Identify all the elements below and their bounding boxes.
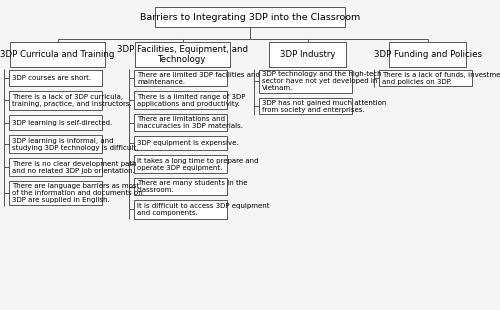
Text: It is difficult to access 3DP equipment
and components.: It is difficult to access 3DP equipment … bbox=[137, 203, 270, 216]
Bar bbox=[9, 91, 102, 110]
Text: There is a lack of 3DP curricula,
training, practice, and instructors.: There is a lack of 3DP curricula, traini… bbox=[12, 94, 132, 107]
Text: 3DP technology and the high-tech
sector have not yet developed in
Vietnam.: 3DP technology and the high-tech sector … bbox=[262, 71, 382, 91]
Bar bbox=[135, 42, 230, 67]
Text: It takes a long time to prepare and
operate 3DP equipment.: It takes a long time to prepare and oper… bbox=[137, 158, 258, 171]
Text: 3DP courses are short.: 3DP courses are short. bbox=[12, 75, 91, 81]
Bar bbox=[259, 98, 352, 114]
Bar bbox=[134, 155, 226, 173]
Text: There is a limited range of 3DP
applications and productivity.: There is a limited range of 3DP applicat… bbox=[137, 94, 246, 107]
Bar bbox=[9, 135, 102, 153]
Text: 3DP learning is self-directed.: 3DP learning is self-directed. bbox=[12, 120, 112, 126]
Bar bbox=[155, 7, 345, 27]
Bar bbox=[9, 115, 102, 130]
Bar bbox=[269, 42, 346, 67]
Text: There are language barriers as most
of the information and documents on
3DP are : There are language barriers as most of t… bbox=[12, 183, 143, 203]
Text: There are limited 3DP facilities and
maintenance.: There are limited 3DP facilities and mai… bbox=[137, 72, 260, 85]
Text: There are many students in the
classroom.: There are many students in the classroom… bbox=[137, 180, 248, 193]
Text: 3DP equipment is expensive.: 3DP equipment is expensive. bbox=[137, 140, 238, 146]
Text: 3DP Industry: 3DP Industry bbox=[280, 50, 335, 59]
Bar bbox=[259, 70, 352, 93]
Bar bbox=[9, 158, 102, 176]
Bar bbox=[134, 70, 226, 86]
Text: Barriers to Integrating 3DP into the Classroom: Barriers to Integrating 3DP into the Cla… bbox=[140, 12, 360, 22]
Text: There are limitations and
inaccuracies in 3DP materials.: There are limitations and inaccuracies i… bbox=[137, 116, 243, 129]
Bar bbox=[10, 42, 105, 67]
Bar bbox=[9, 70, 102, 86]
Bar bbox=[134, 200, 226, 219]
Text: 3DP has not gained much attention
from society and enterprises.: 3DP has not gained much attention from s… bbox=[262, 100, 386, 113]
Bar bbox=[379, 70, 472, 86]
Bar bbox=[134, 114, 226, 131]
Text: 3DP Funding and Policies: 3DP Funding and Policies bbox=[374, 50, 482, 59]
Text: 3DP learning is informal, and
studying 3DP technology is difficult.: 3DP learning is informal, and studying 3… bbox=[12, 138, 138, 151]
Text: There is no clear development path
and no related 3DP job orientation.: There is no clear development path and n… bbox=[12, 161, 136, 174]
Text: 3DP Curricula and Training: 3DP Curricula and Training bbox=[0, 50, 114, 59]
Bar bbox=[134, 136, 226, 150]
Bar bbox=[9, 181, 102, 205]
Text: There is a lack of funds, investment,
and policies on 3DP.: There is a lack of funds, investment, an… bbox=[382, 72, 500, 85]
Text: 3DP Facilities, Equipment, and
Technology: 3DP Facilities, Equipment, and Technolog… bbox=[117, 45, 248, 64]
Bar bbox=[134, 178, 226, 195]
Bar bbox=[389, 42, 466, 67]
Bar bbox=[134, 91, 226, 109]
